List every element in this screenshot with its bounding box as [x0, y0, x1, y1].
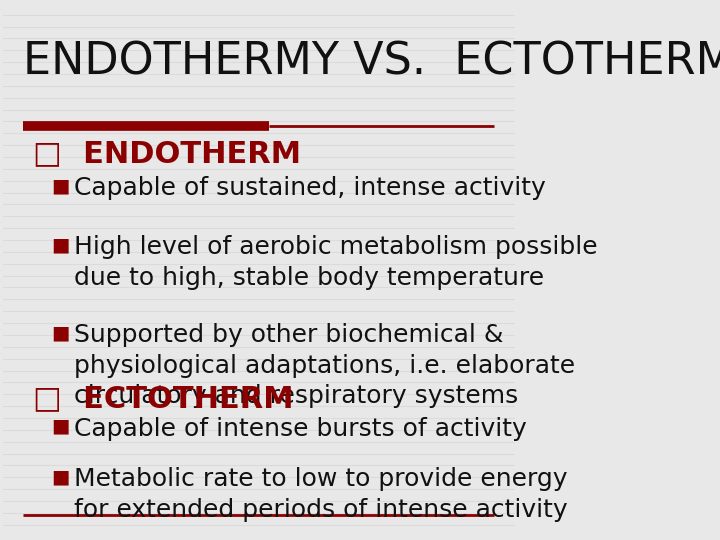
Text: ■: ■: [51, 176, 70, 195]
Text: ■: ■: [51, 416, 70, 436]
Text: Capable of intense bursts of activity: Capable of intense bursts of activity: [74, 416, 527, 441]
Text: High level of aerobic metabolism possible
due to high, stable body temperature: High level of aerobic metabolism possibl…: [74, 235, 598, 289]
Text: Supported by other biochemical &
physiological adaptations, i.e. elaborate
circu: Supported by other biochemical & physiol…: [74, 323, 575, 408]
Text: ■: ■: [51, 323, 70, 342]
Text: ■: ■: [51, 467, 70, 486]
Text: □  ECTOTHERM: □ ECTOTHERM: [34, 384, 294, 414]
Text: □  ENDOTHERM: □ ENDOTHERM: [34, 139, 302, 168]
Text: ■: ■: [51, 235, 70, 254]
Text: Metabolic rate to low to provide energy
for extended periods of intense activity: Metabolic rate to low to provide energy …: [74, 467, 568, 522]
Text: ENDOTHERMY VS.  ECTOTHERMY: ENDOTHERMY VS. ECTOTHERMY: [23, 40, 720, 83]
Text: Capable of sustained, intense activity: Capable of sustained, intense activity: [74, 176, 546, 200]
